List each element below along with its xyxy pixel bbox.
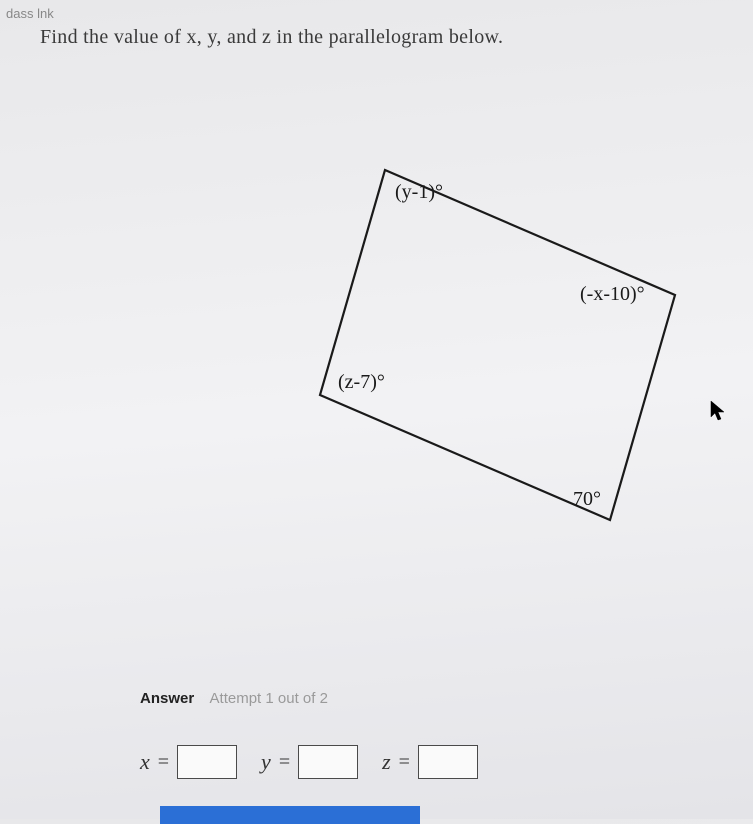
eq-sign: = (399, 751, 410, 774)
question-prompt: Find the value of x, y, and z in the par… (40, 26, 503, 49)
x-input-group: x = (140, 745, 237, 779)
submit-button[interactable] (160, 806, 420, 824)
angle-label-top-left: (y-1)° (395, 181, 443, 203)
var-x-label: x (140, 749, 150, 775)
angle-label-bottom-left: (z-7)° (338, 371, 385, 393)
class-link[interactable]: dass lnk (6, 6, 54, 21)
z-input-group: z = (382, 745, 478, 779)
mouse-cursor-icon (710, 400, 728, 424)
answer-section: Answer Attempt 1 out of 2 x = y = z = (140, 690, 700, 779)
parallelogram-figure: (y-1)° (-x-10)° (z-7)° 70° (280, 140, 700, 560)
angle-label-top-right: (-x-10)° (580, 283, 645, 305)
parallelogram-path (320, 170, 675, 520)
answer-inputs-row: x = y = z = (140, 745, 700, 779)
y-input-group: y = (261, 745, 358, 779)
z-answer-input[interactable] (418, 745, 478, 779)
angle-label-bottom-right: 70° (573, 488, 601, 510)
answer-label: Answer (140, 690, 194, 707)
y-answer-input[interactable] (298, 745, 358, 779)
eq-sign: = (279, 751, 290, 774)
attempt-counter: Attempt 1 out of 2 (210, 690, 328, 707)
var-z-label: z (382, 749, 391, 775)
eq-sign: = (158, 751, 169, 774)
var-y-label: y (261, 749, 271, 775)
x-answer-input[interactable] (177, 745, 237, 779)
answer-header: Answer Attempt 1 out of 2 (140, 690, 700, 707)
